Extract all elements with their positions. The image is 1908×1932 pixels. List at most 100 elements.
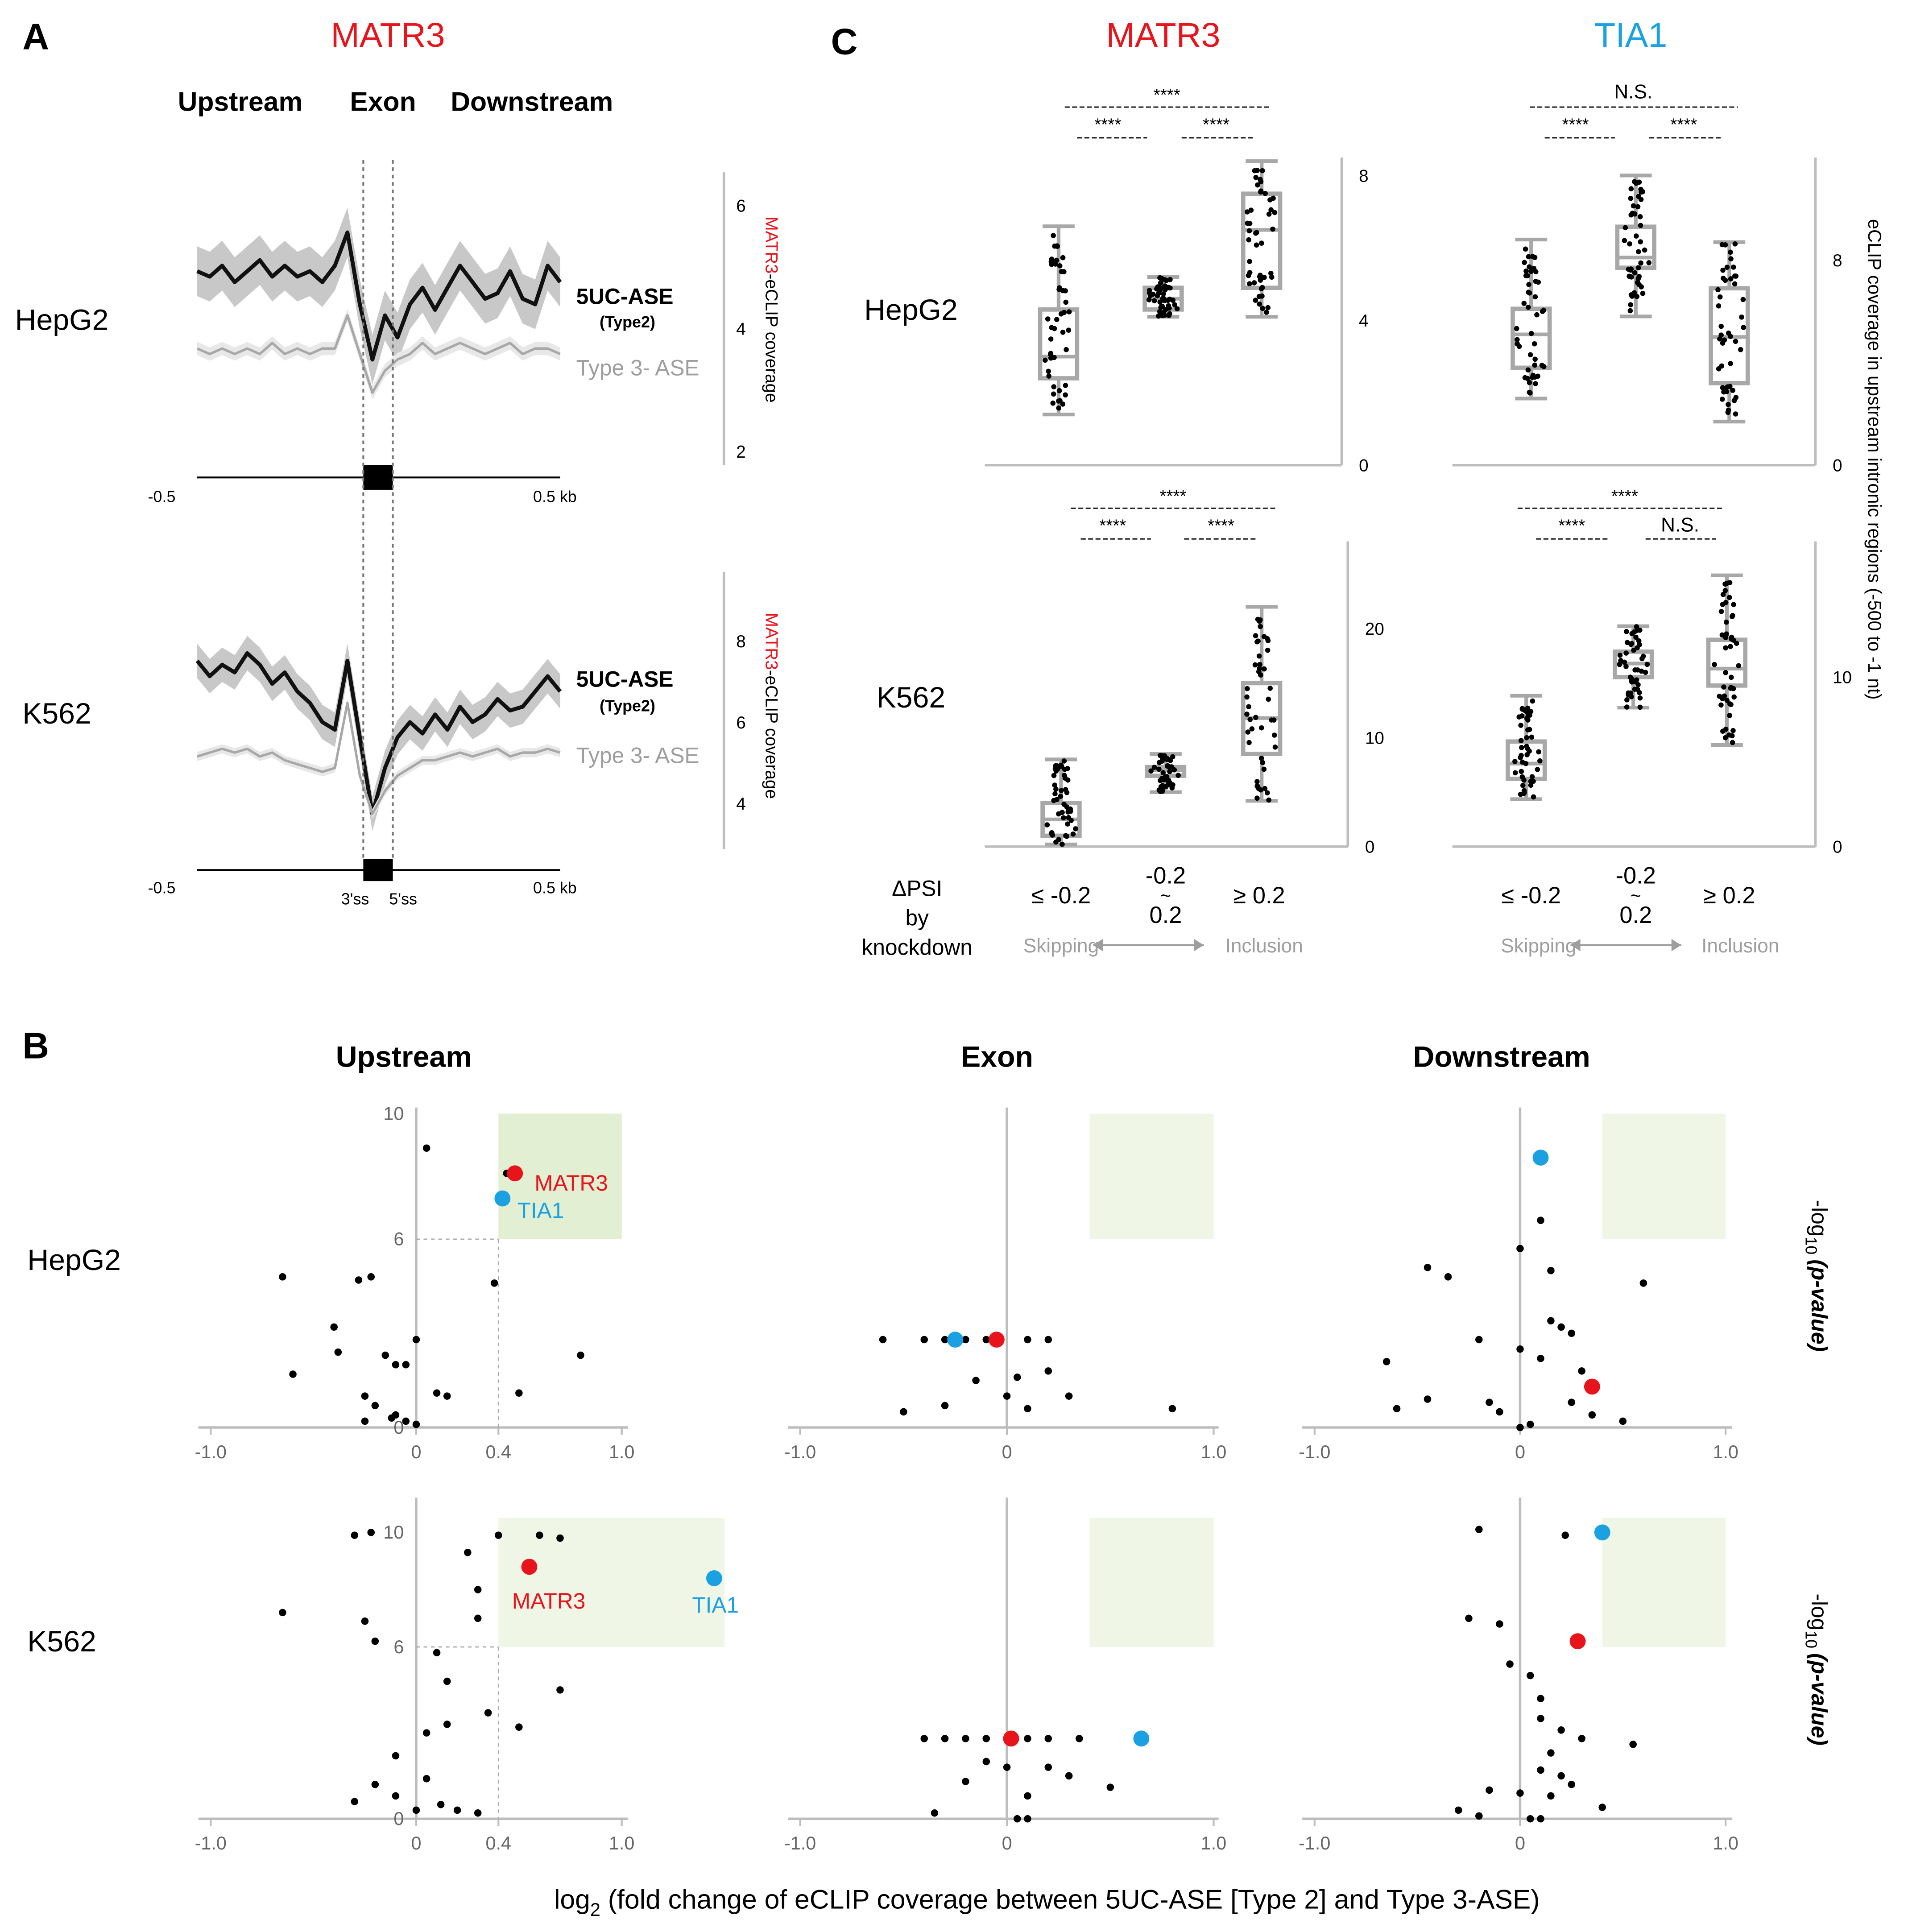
exon-k562-point-2 [962, 1735, 969, 1742]
tia1-k562-dot [1527, 749, 1532, 754]
matr3-k562-dot [1167, 758, 1173, 763]
matr3-hepg2-dot [1253, 298, 1258, 303]
matr3-k562-dot [1060, 841, 1065, 847]
exon-k562-point-5 [1044, 1735, 1052, 1742]
matr3-hepg2-dot [1260, 306, 1266, 311]
upstream-k562-x-tick-label: 1.0 [609, 1833, 634, 1853]
tia1-hepg2-dot [1515, 341, 1520, 347]
panel-a-title: MATR3 [331, 16, 445, 54]
upstream-hepg2-point-23 [361, 1417, 369, 1425]
downstream-k562-point-17 [1547, 1792, 1555, 1800]
matr3-hepg2-dot [1147, 293, 1153, 298]
matr3-hepg2-dot [1059, 269, 1064, 274]
profile-hepg2-x-left: -0.5 [148, 488, 176, 506]
upstream-hepg2-point-13 [577, 1351, 584, 1359]
matr3-hepg2-dot [1167, 305, 1172, 311]
exon-k562-point-4 [1024, 1735, 1031, 1742]
matr3-hepg2-dot [1265, 305, 1271, 310]
region-exon-label: Exon [350, 86, 416, 116]
upstream-hepg2-point-21 [402, 1417, 410, 1425]
tia1-hepg2-dot [1541, 307, 1546, 313]
tia1-hepg2-dot [1733, 395, 1739, 400]
tia1-k562-dot [1523, 761, 1529, 766]
tia1-k562-dot [1530, 698, 1536, 704]
downstream-hepg2-point-6 [1547, 1317, 1555, 1325]
tia1-hepg2-dot [1724, 265, 1730, 270]
k562-series-type3 [197, 701, 561, 815]
upstream-k562-x-tick-label: 0.4 [486, 1833, 511, 1853]
tia1-hepg2-dot [1718, 332, 1724, 338]
svg-text:****: **** [1154, 86, 1180, 105]
matr3-hepg2-tick-8: 8 [1359, 166, 1368, 186]
category-labels-tia1: ≤ -0.2 -0.2 ~ 0.2 ≥ 0.2 Skipping Inclusi… [1501, 863, 1779, 957]
matr3-k562-dot [1254, 783, 1260, 789]
tia1-hepg2-dot [1628, 195, 1634, 201]
exon-hepg2-point-6 [1044, 1336, 1052, 1344]
downstream-k562-point-22 [1537, 1815, 1544, 1823]
ss5-label: 5'ss [389, 890, 417, 908]
exon-k562-point-16 [1024, 1815, 1031, 1823]
matr3-hepg2-dot [1247, 221, 1253, 226]
upstream-k562-highlight-matr3 [521, 1559, 538, 1575]
exon-hepg2-point-2 [941, 1336, 949, 1344]
matr3-hepg2-dot [1060, 255, 1066, 261]
matr3-k562-dot [1261, 634, 1267, 639]
tia1-k562-dot [1731, 602, 1736, 608]
svg-text:N.S.: N.S. [1661, 514, 1699, 536]
tia1-k562-dot [1629, 631, 1635, 637]
tia1-k562-dot [1632, 667, 1638, 673]
matr3-hepg2-dot [1063, 299, 1069, 305]
matr3-k562-dot [1053, 768, 1059, 774]
tia1-k562-dot [1634, 677, 1639, 683]
upstream-hepg2-point-3 [279, 1273, 286, 1281]
matr3-k562-dot [1055, 763, 1060, 769]
matr3-hepg2-dot [1057, 263, 1063, 269]
exon-hepg2-point-1 [920, 1336, 928, 1344]
legend-5uc-ase-k562: 5UC-ASE [576, 666, 674, 691]
upstream-hepg2-point-20 [515, 1389, 523, 1397]
exon-k562-point-1 [941, 1735, 949, 1742]
tia1-k562-tick-0: 0 [1833, 838, 1842, 857]
tia1-k562-dot [1729, 636, 1734, 642]
matr3-hepg2-dot [1254, 242, 1259, 248]
upstream-k562-y-tick-label: 6 [393, 1637, 404, 1657]
exon-k562-point-13 [1024, 1792, 1031, 1800]
panel-label-b: B [22, 1025, 49, 1066]
matr3-hepg2-dot [1259, 240, 1264, 246]
matr3-hepg2-dot [1161, 291, 1166, 297]
label-matr3-upstream-k562: MATR3 [512, 1589, 586, 1613]
matr3-k562-dot [1256, 653, 1262, 659]
tia1-k562-dot [1633, 634, 1639, 640]
exon-k562-point-15 [1014, 1815, 1021, 1823]
tia1-k562-dot [1636, 638, 1642, 644]
matr3-hepg2-dot [1058, 311, 1064, 317]
tia1-hepg2-dot [1527, 380, 1532, 385]
matr3-hepg2-dot [1050, 400, 1056, 406]
matr3-hepg2-dot [1269, 274, 1275, 280]
matr3-hepg2-dot [1270, 226, 1275, 232]
downstream-k562-point-19 [1454, 1806, 1462, 1814]
svg-text:****: **** [1099, 517, 1126, 536]
downstream-k562-point-0 [1475, 1526, 1483, 1533]
svg-text:N.S.: N.S. [1614, 81, 1652, 103]
downstream-hepg2-point-15 [1486, 1398, 1493, 1406]
tia1-hepg2-dot [1636, 249, 1641, 255]
upstream-k562-point-0 [351, 1531, 359, 1539]
tia1-k562-dot [1720, 592, 1726, 597]
matr3-hepg2-dot [1046, 368, 1051, 374]
tia1-k562-dot [1531, 794, 1536, 800]
matr3-hepg2-dot [1051, 391, 1056, 397]
tia1-k562-dot [1629, 641, 1635, 646]
matr3-k562-tick-20: 20 [1365, 620, 1384, 639]
downstream-k562-x-tick-label: 0 [1515, 1833, 1525, 1853]
hepg2-series-type2 [196, 230, 562, 362]
tia1-k562-dot [1518, 738, 1524, 743]
matr3-k562-dot [1175, 773, 1181, 778]
tia1-hepg2-dot [1722, 337, 1727, 343]
matr3-k562-dot [1256, 669, 1262, 674]
matr3-k562-dot [1244, 712, 1250, 717]
matr3-k562-dot [1056, 811, 1061, 817]
matr3-k562-dot [1261, 766, 1267, 772]
tia1-hepg2-dot [1732, 281, 1738, 287]
